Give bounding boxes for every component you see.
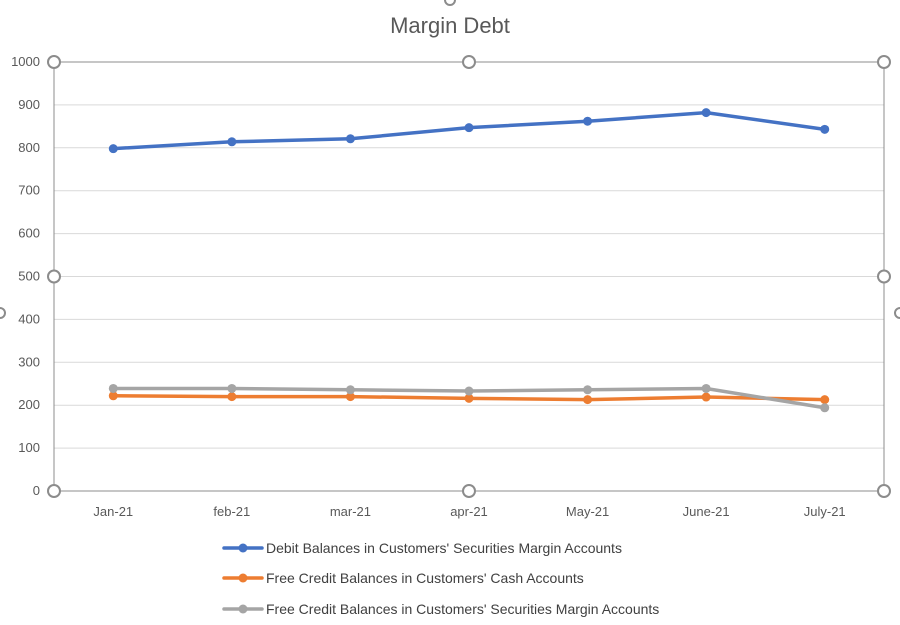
resize-handle[interactable]: [877, 269, 891, 284]
x-tick-label: June-21: [683, 504, 730, 519]
x-tick-label: feb-21: [213, 504, 250, 519]
resize-handle[interactable]: [47, 484, 61, 498]
chart-area-resize-handle[interactable]: [0, 307, 6, 319]
resize-handle[interactable]: [462, 55, 476, 69]
data-point[interactable]: [820, 395, 830, 405]
series-3[interactable]: [108, 383, 830, 413]
resize-handle[interactable]: [462, 484, 476, 498]
resize-handle[interactable]: [877, 484, 891, 498]
chart-selection-handles[interactable]: [0, 0, 900, 498]
y-tick-label: 900: [18, 97, 40, 112]
resize-handle[interactable]: [47, 55, 61, 69]
y-tick-label: 0: [33, 483, 40, 498]
data-point[interactable]: [227, 137, 237, 147]
x-tick-label: mar-21: [330, 504, 371, 519]
data-point[interactable]: [701, 392, 711, 402]
legend-label: Free Credit Balances in Customers' Cash …: [266, 570, 584, 586]
data-point[interactable]: [345, 392, 355, 402]
x-tick-label: apr-21: [450, 504, 488, 519]
chart-area-resize-handle[interactable]: [444, 0, 456, 6]
data-point[interactable]: [108, 383, 118, 393]
data-point[interactable]: [464, 123, 474, 133]
y-tick-label: 300: [18, 354, 40, 369]
x-tick-label: May-21: [566, 504, 609, 519]
y-tick-label: 400: [18, 311, 40, 326]
data-point[interactable]: [820, 403, 830, 413]
legend-swatch-marker: [238, 604, 248, 614]
legend-label: Free Credit Balances in Customers' Secur…: [266, 601, 659, 617]
y-tick-label: 500: [18, 269, 40, 284]
data-point[interactable]: [464, 386, 474, 396]
data-point[interactable]: [464, 393, 474, 403]
legend-swatch-marker: [238, 573, 248, 583]
series-1[interactable]: [108, 108, 830, 154]
data-point[interactable]: [108, 391, 118, 401]
legend[interactable]: Debit Balances in Customers' Securities …: [222, 540, 659, 617]
data-point[interactable]: [227, 383, 237, 393]
data-point[interactable]: [108, 144, 118, 154]
data-point[interactable]: [701, 383, 711, 393]
y-tick-label: 100: [18, 440, 40, 455]
data-point[interactable]: [583, 116, 593, 126]
y-tick-label: 700: [18, 183, 40, 198]
legend-item[interactable]: Free Credit Balances in Customers' Cash …: [222, 570, 584, 586]
legend-item[interactable]: Free Credit Balances in Customers' Secur…: [222, 601, 659, 617]
y-tick-label: 600: [18, 226, 40, 241]
series-2[interactable]: [108, 391, 830, 405]
data-point[interactable]: [583, 385, 593, 395]
data-point[interactable]: [820, 124, 830, 134]
legend-item[interactable]: Debit Balances in Customers' Securities …: [222, 540, 622, 556]
data-point[interactable]: [345, 385, 355, 395]
y-tick-label: 1000: [11, 54, 40, 69]
data-point[interactable]: [701, 108, 711, 118]
series-lines: [108, 108, 830, 413]
resize-handle[interactable]: [47, 269, 61, 284]
data-point[interactable]: [583, 395, 593, 405]
y-tick-label: 200: [18, 397, 40, 412]
chart-area-resize-handle[interactable]: [894, 307, 900, 319]
axes: 0 100 200 300 400 500 600 700 800 900 1000 Jan-21 fe…: [11, 54, 884, 519]
y-tick-label: 800: [18, 140, 40, 155]
x-tick-label: Jan-21: [93, 504, 133, 519]
chart-title: Margin Debt: [390, 13, 510, 38]
x-tick-label: July-21: [804, 504, 846, 519]
data-point[interactable]: [345, 134, 355, 144]
data-point[interactable]: [227, 392, 237, 402]
resize-handle[interactable]: [877, 55, 891, 69]
legend-label: Debit Balances in Customers' Securities …: [266, 540, 622, 556]
legend-swatch-marker: [238, 543, 248, 553]
